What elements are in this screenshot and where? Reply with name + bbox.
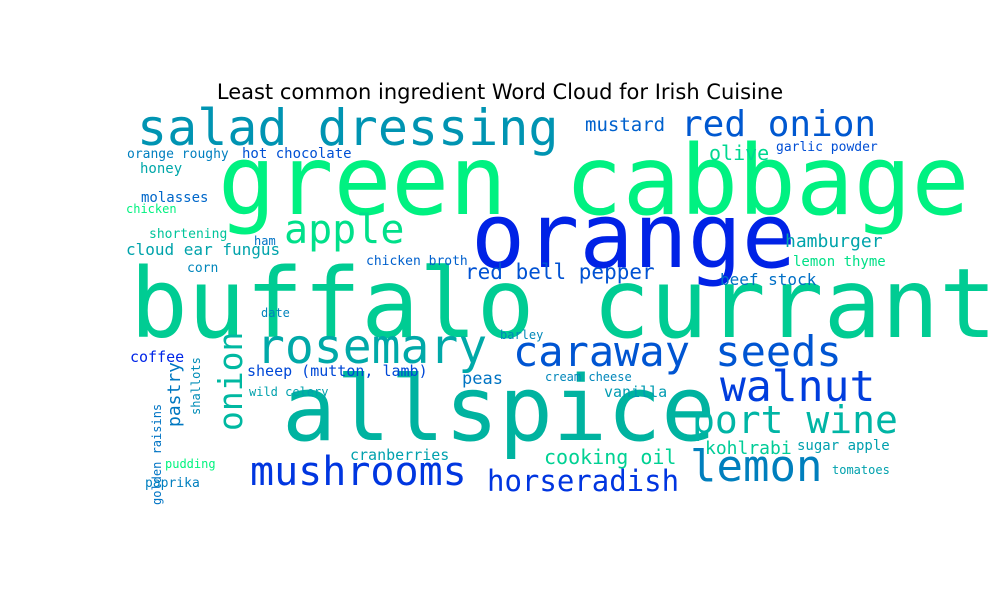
word-shallots: shallots	[189, 357, 203, 415]
word-paprika: paprika	[145, 476, 200, 491]
word-molasses: molasses	[141, 190, 209, 206]
word-hamburger: hamburger	[785, 231, 883, 252]
word-date: date	[261, 306, 290, 320]
word-corn: corn	[187, 261, 219, 276]
word-peas: peas	[462, 369, 503, 389]
word-shortening: shortening	[149, 227, 228, 242]
word-cooking-oil: cooking oil	[544, 445, 677, 469]
word-orange-roughy: orange roughy	[127, 147, 229, 162]
word-mushrooms: mushrooms	[250, 449, 467, 495]
word-wild-celery: wild celery	[249, 385, 329, 399]
word-hot-chocolate: hot chocolate	[242, 146, 352, 162]
word-chicken: chicken	[126, 202, 177, 216]
word-chicken-broth: chicken broth	[366, 254, 468, 269]
word-vanilla: vanilla	[604, 383, 668, 401]
word-honey: honey	[140, 161, 183, 177]
word-garlic-powder: garlic powder	[776, 140, 878, 155]
word-kohlrabi: kohlrabi	[705, 438, 792, 459]
word-apple: apple	[284, 207, 405, 253]
word-coffee: coffee	[130, 348, 185, 366]
word-lemon: lemon	[690, 441, 823, 492]
word-caraway-seeds: caraway seeds	[513, 327, 842, 376]
word-cloud: green cabbage buffalo currant orange allspi…	[125, 103, 997, 505]
word-mustard: mustard	[585, 114, 666, 136]
word-red-onion: red onion	[681, 104, 877, 145]
word-barley: barley	[500, 328, 544, 342]
word-beef-stock: beef stock	[720, 270, 817, 289]
word-lemon-thyme: lemon thyme	[793, 254, 886, 270]
word-sheep-mutton-lamb: sheep (mutton, lamb)	[247, 362, 428, 380]
word-red-bell-pepper: red bell pepper	[465, 260, 655, 284]
word-onion: onion	[211, 331, 250, 431]
word-pastry: pastry	[164, 361, 185, 427]
word-allspice: allspice	[282, 357, 716, 462]
word-rosemary: rosemary	[256, 319, 488, 375]
word-sugar-apple: sugar apple	[797, 438, 890, 454]
word-pudding: pudding	[165, 457, 216, 471]
word-ham: ham	[254, 234, 276, 248]
word-olive: olive	[709, 141, 770, 165]
chart-title: Least common ingredient Word Cloud for I…	[216, 80, 784, 104]
word-tomatoes: tomatoes	[832, 463, 890, 477]
word-cloud-ear-fungus: cloud ear fungus	[126, 240, 281, 259]
word-port-wine: port wine	[692, 398, 898, 442]
word-buffalo-currant: buffalo currant	[130, 248, 997, 360]
word-horseradish: horseradish	[487, 464, 680, 498]
word-cranberries: cranberries	[350, 446, 450, 464]
word-salad-dressing: salad dressing	[137, 99, 559, 157]
word-walnut: walnut	[720, 362, 876, 412]
word-green-cabbage: green cabbage	[218, 125, 970, 237]
word-cream-cheese: cream cheese	[545, 370, 632, 384]
word-orange: orange	[471, 184, 797, 289]
